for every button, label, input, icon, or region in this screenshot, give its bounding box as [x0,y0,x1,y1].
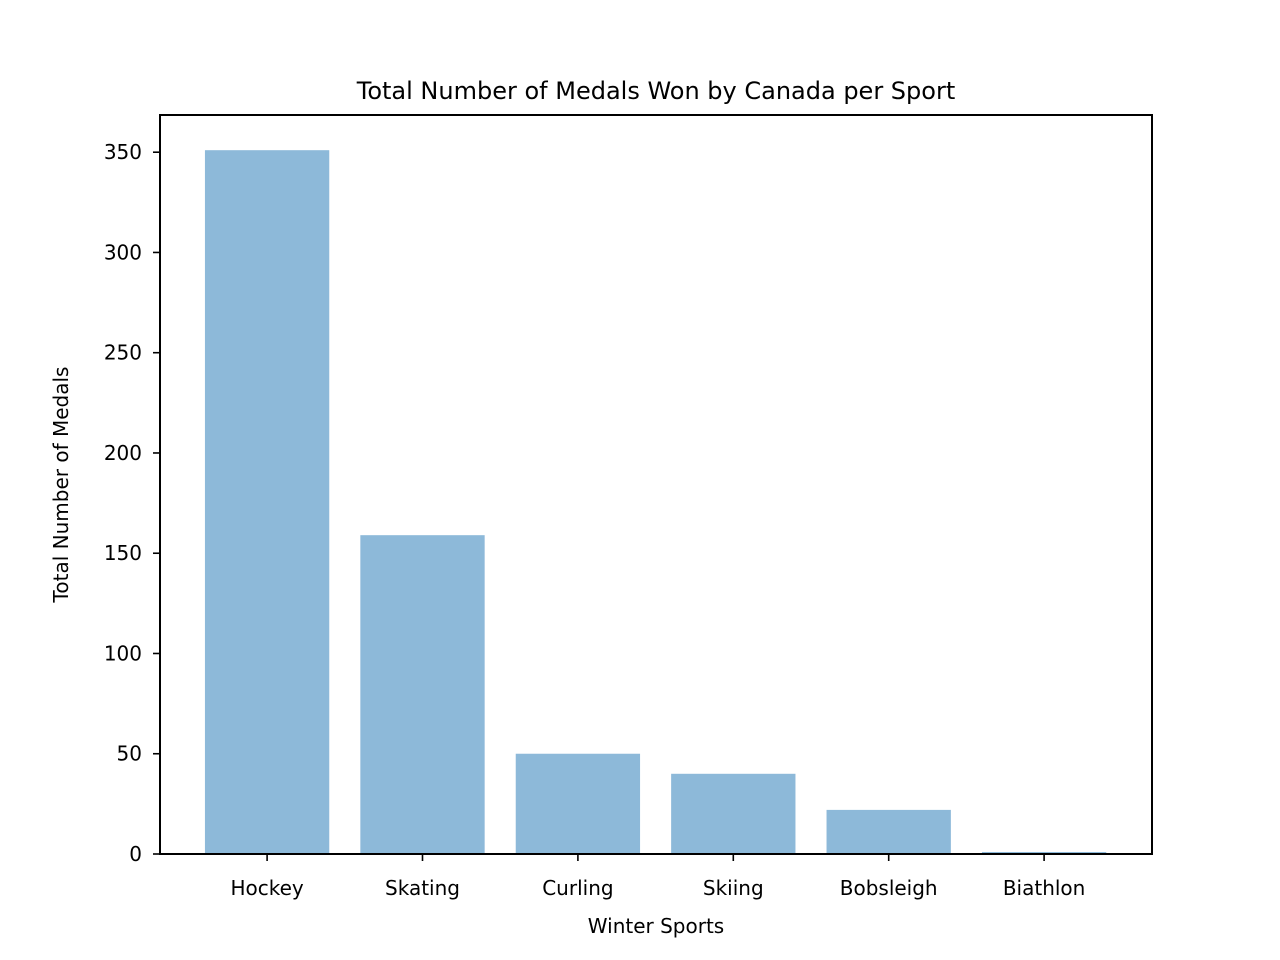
bar-skiing [671,773,796,854]
bar-hockey [204,150,330,854]
x-tick-label-biathlon: Biathlon [1003,876,1086,900]
bar-curling [515,753,641,854]
y-tick-label-100: 100 [104,641,142,665]
x-tick-label-bobsleigh: Bobsleigh [840,876,938,900]
chart-title: Total Number of Medals Won by Canada per… [356,77,956,105]
x-axis-ticks: Hockey Skating Curling Skiing Bobsleigh Biath… [230,854,1085,900]
x-tick-label-hockey: Hockey [230,876,303,900]
y-tick-label-150: 150 [104,541,142,565]
y-axis-label: Total Number of Medals [49,367,73,604]
y-tick-label-0: 0 [129,842,142,866]
bars-group [204,150,1107,854]
bar-bobsleigh [826,809,951,854]
x-tick-label-skiing: Skiing [703,876,764,900]
bar-biathlon [981,851,1107,854]
bar-skating [360,535,485,854]
y-tick-label-300: 300 [104,240,142,264]
y-tick-label-200: 200 [104,441,142,465]
plot-frame [159,114,1153,855]
y-axis-ticks: 0 50 100 150 200 250 300 350 [104,140,160,866]
y-tick-label-50: 50 [117,742,142,766]
x-tick-label-curling: Curling [542,876,613,900]
y-tick-label-250: 250 [104,341,142,365]
y-tick-label-350: 350 [104,140,142,164]
x-axis-label: Winter Sports [588,914,724,938]
x-tick-label-skating: Skating [385,876,460,900]
